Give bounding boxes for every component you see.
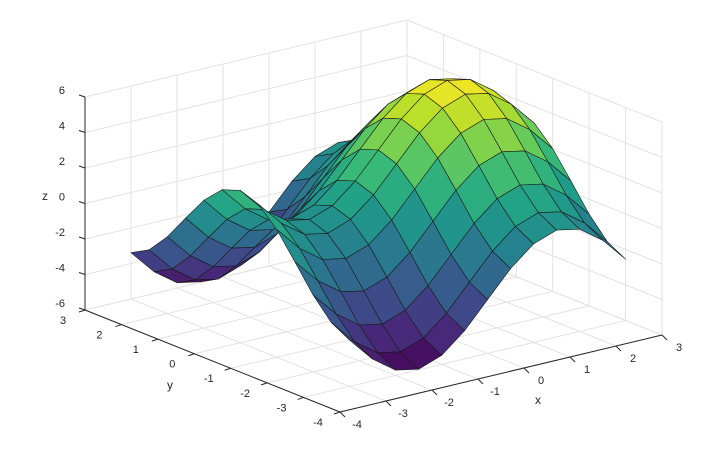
y-tick: [260, 382, 268, 386]
y-tick-label: 1: [133, 344, 139, 356]
x-tick-label: 1: [584, 364, 590, 376]
surface: [130, 78, 626, 371]
x-tick: [661, 334, 668, 341]
grid-line: [406, 55, 663, 158]
y-tick-label: 2: [96, 329, 102, 341]
grid-line: [303, 319, 626, 398]
surface-patch: [584, 222, 626, 260]
x-tick: [477, 378, 484, 385]
axes: -4 -3 -2 -1 0 1 2 3 -4 -3 -2 -1 0 1 2 3 -6 -4 -2 0 2 4 6: [55, 85, 682, 431]
x-tick-label: -4: [352, 419, 362, 431]
z-tick: [78, 201, 86, 204]
z-tick: [78, 307, 86, 311]
x-tick-label: 3: [676, 342, 682, 354]
z-tick-label: -4: [55, 262, 65, 274]
y-tick-label: 3: [60, 315, 66, 327]
grid-line: [406, 19, 663, 123]
y-axis: [84, 309, 341, 413]
y-tick: [188, 353, 195, 357]
y-tick-label: -2: [240, 388, 250, 400]
y-tick: [333, 411, 341, 415]
z-tick: [78, 94, 86, 98]
z-tick-label: 0: [59, 191, 65, 203]
z-tick-label: 6: [59, 85, 65, 97]
y-tick: [115, 324, 122, 328]
x-tick: [431, 389, 438, 396]
x-tick: [385, 400, 392, 407]
grid-line: [130, 298, 387, 402]
grid-line: [84, 19, 408, 98]
y-tick: [224, 367, 231, 371]
z-tick: [78, 165, 86, 169]
surface-patch: [331, 322, 373, 360]
x-tick: [523, 367, 530, 374]
x-tick-label: -2: [444, 397, 454, 409]
z-tick: [78, 272, 86, 275]
x-axis-label: x: [535, 393, 541, 407]
grid-line: [176, 287, 433, 391]
x-axis: [339, 334, 663, 413]
y-axis-label: y: [167, 378, 173, 392]
y-tick-label: 0: [169, 359, 175, 371]
y-tick-label: -3: [277, 402, 287, 414]
x-tick-label: 2: [630, 353, 636, 365]
y-tick-label: -4: [313, 417, 323, 429]
x-tick-label: 0: [538, 375, 544, 387]
z-tick-label: 2: [59, 156, 65, 168]
z-tick: [78, 130, 86, 133]
y-tick: [78, 309, 86, 313]
y-tick-label: -1: [204, 373, 214, 385]
x-tick: [569, 356, 576, 363]
grid-line: [84, 90, 408, 169]
z-axis-label: z: [42, 189, 48, 203]
grid-line: [84, 55, 408, 133]
y-tick: [151, 338, 159, 342]
y-tick: [297, 396, 304, 400]
z-tick-label: -2: [55, 227, 65, 239]
x-tick-label: -1: [490, 386, 500, 398]
x-tick-label: -3: [398, 408, 408, 420]
z-tick: [78, 236, 86, 240]
z-tick-label: 4: [59, 120, 65, 132]
z-tick-label: -6: [55, 298, 65, 310]
x-tick: [615, 345, 622, 352]
x-tick: [339, 411, 346, 418]
